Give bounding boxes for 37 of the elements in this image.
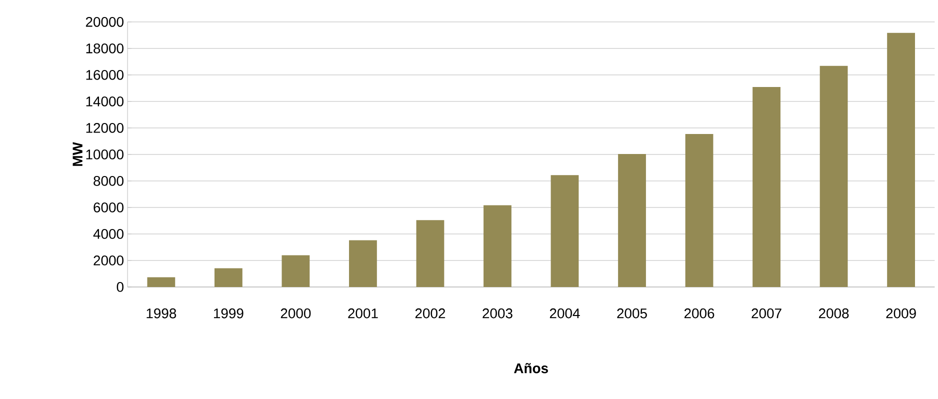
y-tick-label: 10000 — [86, 150, 124, 160]
x-tick-label: 2002 — [415, 308, 446, 319]
x-tick-label: 2009 — [886, 308, 916, 319]
x-tick-label: 2001 — [348, 308, 378, 319]
y-tick-label: 16000 — [86, 70, 124, 80]
y-tick-label: 0 — [116, 282, 124, 292]
y-tick-label: 18000 — [86, 44, 124, 54]
x-tick-label: 2005 — [617, 308, 647, 319]
x-tick-label: 2003 — [482, 308, 512, 319]
bar — [550, 175, 579, 288]
y-tick-label: 8000 — [94, 176, 124, 186]
bar — [618, 154, 646, 288]
x-tick-label: 1999 — [214, 308, 244, 319]
bar — [416, 220, 444, 288]
bar — [349, 240, 377, 288]
y-axis-title: MW — [72, 142, 82, 166]
y-tick-label: 20000 — [86, 17, 124, 28]
bar — [685, 134, 714, 288]
x-tick-label: 2000 — [280, 308, 311, 319]
bar — [752, 87, 780, 288]
bar — [282, 256, 310, 288]
bar — [147, 278, 176, 288]
y-tick-label: 6000 — [94, 202, 124, 213]
x-tick-label: 1998 — [146, 308, 176, 319]
x-axis-title: Años — [514, 363, 548, 374]
y-tick-label: 14000 — [86, 96, 124, 107]
x-tick-label: 2006 — [684, 308, 714, 319]
x-tick-label: 2008 — [818, 308, 849, 319]
y-tick-label: 4000 — [93, 229, 124, 240]
x-tick-label: 2007 — [752, 308, 782, 319]
bar — [887, 33, 915, 288]
y-tick-label: 2000 — [94, 256, 124, 266]
bar — [214, 268, 242, 288]
x-tick-label: 2004 — [550, 308, 580, 319]
bar — [484, 205, 512, 288]
bar — [820, 66, 848, 288]
y-tick-label: 12000 — [86, 123, 124, 134]
